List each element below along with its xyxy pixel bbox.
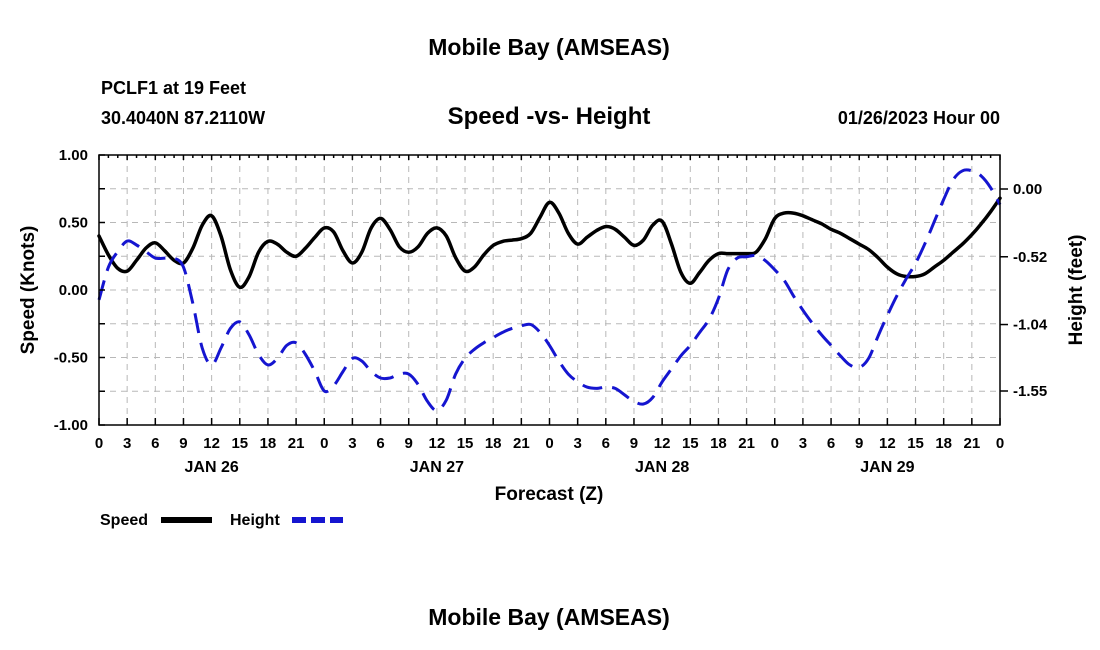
day-label: JAN 27 — [410, 459, 464, 476]
y-right-tick-label: -1.55 — [1013, 383, 1047, 400]
x-tick-label: 21 — [513, 435, 530, 452]
x-tick-label: 15 — [682, 435, 699, 452]
y-axis-left-label: Speed (Knots) — [18, 226, 39, 355]
forecast-date: 01/26/2023 Hour 00 — [838, 108, 1000, 128]
x-tick-label: 21 — [738, 435, 755, 452]
x-tick-label: 15 — [231, 435, 248, 452]
x-tick-label: 12 — [654, 435, 671, 452]
x-tick-label: 12 — [879, 435, 896, 452]
x-tick-label: 0 — [545, 435, 553, 452]
station-coordinates: 30.4040N 87.2110W — [101, 108, 265, 128]
chart-title: Mobile Bay (AMSEAS) — [428, 34, 670, 60]
x-tick-label: 3 — [573, 435, 581, 452]
day-label: JAN 26 — [185, 459, 239, 476]
x-tick-label: 6 — [151, 435, 159, 452]
height-series-line — [97, 168, 1002, 412]
legend-speed-label: Speed — [100, 512, 148, 529]
x-tick-label: 18 — [935, 435, 952, 452]
x-tick-label: 18 — [260, 435, 277, 452]
legend: Speed Height — [100, 512, 343, 529]
x-tick-label: 9 — [630, 435, 638, 452]
x-tick-label: 3 — [123, 435, 131, 452]
x-tick-label: 3 — [348, 435, 356, 452]
x-tick-label: 6 — [376, 435, 384, 452]
x-tick-label: 9 — [405, 435, 413, 452]
grid — [99, 155, 1000, 425]
x-tick-label: 3 — [799, 435, 807, 452]
legend-height-label: Height — [230, 512, 280, 529]
y-right-tick-label: 0.00 — [1013, 181, 1042, 198]
y-left-tick-label: -1.00 — [54, 417, 88, 434]
x-tick-label: 18 — [710, 435, 727, 452]
speed-series-line — [97, 196, 1002, 290]
x-tick-label: 21 — [288, 435, 305, 452]
x-tick-label: 15 — [457, 435, 474, 452]
y-axis-right-label: Height (feet) — [1066, 235, 1087, 346]
x-tick-label: 21 — [964, 435, 981, 452]
x-tick-label: 15 — [907, 435, 924, 452]
day-label: JAN 28 — [635, 459, 689, 476]
day-label: JAN 29 — [860, 459, 914, 476]
chart-subtitle: Speed -vs- Height — [448, 103, 651, 130]
x-tick-label: 12 — [203, 435, 220, 452]
x-tick-label: 0 — [320, 435, 328, 452]
x-tick-label: 18 — [485, 435, 502, 452]
y-left-tick-label: 0.00 — [59, 282, 88, 299]
x-tick-label: 6 — [827, 435, 835, 452]
x-tick-label: 0 — [996, 435, 1004, 452]
x-tick-label: 12 — [429, 435, 446, 452]
y-left-tick-label: -0.50 — [54, 350, 88, 367]
x-tick-label: 6 — [602, 435, 610, 452]
axes: 0 3 6 9 12 15 18 21 0 3 6 9 12 15 18 21 0 3 6 9 12 15 18 21 0 3 6 9… — [54, 147, 1048, 476]
x-tick-label: 9 — [855, 435, 863, 452]
y-right-tick-label: -0.52 — [1013, 249, 1047, 266]
y-left-tick-label: 1.00 — [59, 147, 88, 164]
y-left-tick-label: 0.50 — [59, 215, 88, 232]
y-right-tick-label: -1.04 — [1013, 317, 1048, 334]
x-tick-label: 9 — [179, 435, 187, 452]
x-tick-label: 0 — [95, 435, 103, 452]
x-axis-label: Forecast (Z) — [495, 484, 604, 505]
station-label: PCLF1 at 19 Feet — [101, 78, 246, 98]
footer-title: Mobile Bay (AMSEAS) — [428, 604, 670, 630]
series-layer — [97, 168, 1002, 412]
x-tick-label: 0 — [771, 435, 779, 452]
